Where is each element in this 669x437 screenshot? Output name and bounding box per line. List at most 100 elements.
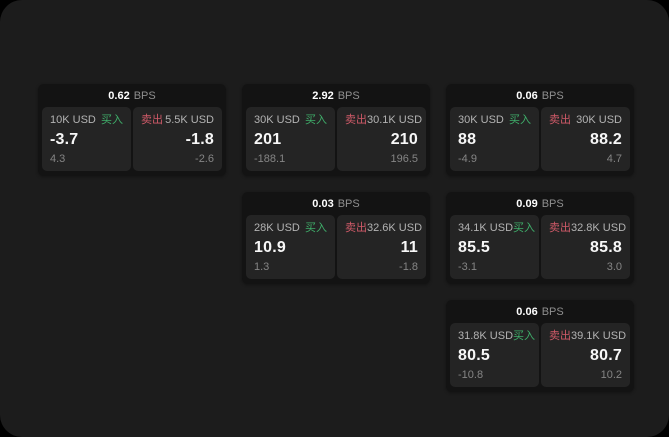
buy-price: 85.5 <box>458 239 490 256</box>
buy-amount: 34.1K USD <box>458 222 514 234</box>
sell-price: 88.2 <box>590 131 622 148</box>
sell-tile[interactable]: 卖出 30.1K USD 210 196.5 <box>337 107 426 171</box>
sell-side-label: 卖出 <box>549 114 571 126</box>
quote-tiles: 31.8K USD 买入 80.5 -10.8 卖出 39.1K USD 80.… <box>446 323 634 392</box>
quote-tiles: 28K USD 买入 10.9 1.3 卖出 32.6K USD 11 -1.8 <box>242 215 430 284</box>
buy-tile-top: 30K USD 买入 <box>458 114 531 126</box>
sell-amount: 30K USD <box>576 114 622 126</box>
sell-price: 11 <box>400 239 418 256</box>
spread-unit-label: BPS <box>541 197 564 210</box>
sell-delta: 10.2 <box>600 369 622 381</box>
buy-amount: 10K USD <box>50 114 96 126</box>
spread-header: 0.06 BPS <box>446 300 634 323</box>
sell-side-label: 卖出 <box>345 222 367 234</box>
buy-tile[interactable]: 34.1K USD 买入 85.5 -3.1 <box>450 215 539 279</box>
sell-amount: 39.1K USD <box>571 330 627 342</box>
buy-delta: -4.9 <box>458 153 477 165</box>
spread-value: 0.06 <box>516 305 538 318</box>
quote-tiles: 30K USD 买入 201 -188.1 卖出 30.1K USD 210 1… <box>242 107 430 176</box>
buy-tile-top: 31.8K USD 买入 <box>458 330 535 342</box>
spread-header: 0.09 BPS <box>446 192 634 215</box>
sell-tile-top: 卖出 30K USD <box>549 114 622 126</box>
buy-tile[interactable]: 28K USD 买入 10.9 1.3 <box>246 215 335 279</box>
buy-price: 10.9 <box>254 239 286 256</box>
buy-tile[interactable]: 10K USD 买入 -3.7 4.3 <box>42 107 131 171</box>
spread-header: 0.62 BPS <box>38 84 226 107</box>
buy-tile-top: 28K USD 买入 <box>254 222 327 234</box>
sell-side-label: 卖出 <box>345 114 367 126</box>
buy-price: 88 <box>458 131 477 148</box>
spread-value: 2.92 <box>312 89 334 102</box>
sell-delta: -2.6 <box>195 153 214 165</box>
sell-side-label: 卖出 <box>549 330 571 342</box>
spread-header: 0.03 BPS <box>242 192 430 215</box>
spread-value: 0.06 <box>516 89 538 102</box>
quote-card-1: 0.62 BPS 10K USD 买入 -3.7 4.3 卖出 5.5K USD <box>38 84 226 176</box>
spread-unit-label: BPS <box>337 89 360 102</box>
sell-price: -1.8 <box>185 131 214 148</box>
spread-value: 0.62 <box>108 89 130 102</box>
buy-price: 80.5 <box>458 347 490 364</box>
sell-tile-top: 卖出 39.1K USD <box>549 330 626 342</box>
spread-unit-label: BPS <box>133 89 156 102</box>
buy-side-label: 买入 <box>513 330 536 342</box>
sell-price: 80.7 <box>590 347 622 364</box>
sell-tile-top: 卖出 32.8K USD <box>549 222 626 234</box>
sell-price: 85.8 <box>590 239 622 256</box>
buy-amount: 30K USD <box>458 114 504 126</box>
spread-value: 0.03 <box>312 197 334 210</box>
quote-card-3: 0.06 BPS 30K USD 买入 88 -4.9 卖出 30K USD <box>446 84 634 176</box>
buy-delta: -188.1 <box>254 153 286 165</box>
buy-tile-top: 30K USD 买入 <box>254 114 327 126</box>
buy-side-label: 买入 <box>305 222 327 234</box>
buy-tile[interactable]: 31.8K USD 买入 80.5 -10.8 <box>450 323 539 387</box>
buy-delta: 4.3 <box>50 153 66 165</box>
sell-amount: 30.1K USD <box>367 114 423 126</box>
sell-tile-top: 卖出 30.1K USD <box>345 114 422 126</box>
buy-side-label: 买入 <box>513 222 536 234</box>
buy-amount: 30K USD <box>254 114 300 126</box>
quote-card-5: 0.09 BPS 34.1K USD 买入 85.5 -3.1 卖出 32.8K… <box>446 192 634 284</box>
sell-tile[interactable]: 卖出 32.8K USD 85.8 3.0 <box>541 215 630 279</box>
quote-card-2: 2.92 BPS 30K USD 买入 201 -188.1 卖出 30.1K … <box>242 84 430 176</box>
spread-unit-label: BPS <box>337 197 360 210</box>
quote-tiles: 30K USD 买入 88 -4.9 卖出 30K USD 88.2 4.7 <box>446 107 634 176</box>
buy-amount: 31.8K USD <box>458 330 514 342</box>
quote-card-grid: 0.62 BPS 10K USD 买入 -3.7 4.3 卖出 5.5K USD <box>38 84 634 392</box>
buy-delta: 1.3 <box>254 261 270 273</box>
quote-card-4: 0.03 BPS 28K USD 买入 10.9 1.3 卖出 32.6K US… <box>242 192 430 284</box>
sell-tile[interactable]: 卖出 5.5K USD -1.8 -2.6 <box>133 107 222 171</box>
buy-side-label: 买入 <box>509 114 531 126</box>
sell-tile-top: 卖出 5.5K USD <box>141 114 214 126</box>
spread-value: 0.09 <box>516 197 538 210</box>
sell-side-label: 卖出 <box>549 222 571 234</box>
sell-tile-top: 卖出 32.6K USD <box>345 222 422 234</box>
quote-tiles: 10K USD 买入 -3.7 4.3 卖出 5.5K USD -1.8 -2.… <box>38 107 226 176</box>
sell-amount: 5.5K USD <box>165 114 214 126</box>
buy-tile[interactable]: 30K USD 买入 88 -4.9 <box>450 107 539 171</box>
spread-header: 2.92 BPS <box>242 84 430 107</box>
buy-amount: 28K USD <box>254 222 300 234</box>
sell-delta: 3.0 <box>606 261 622 273</box>
buy-delta: -10.8 <box>458 369 484 381</box>
sell-delta: -1.8 <box>399 261 418 273</box>
buy-side-label: 买入 <box>101 114 123 126</box>
buy-tile-top: 10K USD 买入 <box>50 114 123 126</box>
quote-tiles: 34.1K USD 买入 85.5 -3.1 卖出 32.8K USD 85.8… <box>446 215 634 284</box>
buy-tile[interactable]: 30K USD 买入 201 -188.1 <box>246 107 335 171</box>
sell-delta: 196.5 <box>390 153 418 165</box>
spread-unit-label: BPS <box>541 89 564 102</box>
quote-card-6: 0.06 BPS 31.8K USD 买入 80.5 -10.8 卖出 39.1… <box>446 300 634 392</box>
sell-tile[interactable]: 卖出 32.6K USD 11 -1.8 <box>337 215 426 279</box>
spread-header: 0.06 BPS <box>446 84 634 107</box>
sell-delta: 4.7 <box>606 153 622 165</box>
sell-tile[interactable]: 卖出 39.1K USD 80.7 10.2 <box>541 323 630 387</box>
sell-tile[interactable]: 卖出 30K USD 88.2 4.7 <box>541 107 630 171</box>
buy-delta: -3.1 <box>458 261 477 273</box>
buy-tile-top: 34.1K USD 买入 <box>458 222 535 234</box>
sell-side-label: 卖出 <box>141 114 163 126</box>
buy-price: -3.7 <box>50 131 79 148</box>
buy-side-label: 买入 <box>305 114 327 126</box>
sell-price: 210 <box>390 131 418 148</box>
